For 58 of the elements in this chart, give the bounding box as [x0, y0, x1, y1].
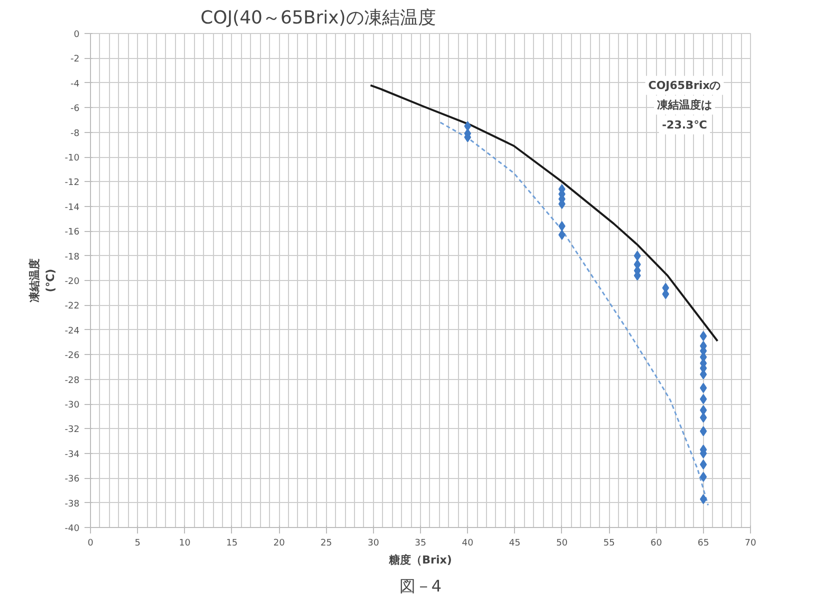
x-tick-label: 40 [462, 538, 474, 548]
y-tick-label: -32 [64, 425, 80, 436]
annotation: -23.3℃ [662, 118, 708, 132]
y-tick-label: -4 [70, 79, 80, 90]
y-tick-label: -22 [64, 302, 80, 312]
point [700, 494, 707, 504]
x-tick-label: 35 [414, 538, 426, 548]
y-tick-label: -18 [64, 252, 80, 262]
x-tick-label: 50 [556, 538, 568, 548]
point [700, 405, 707, 416]
point [662, 289, 670, 300]
x-tick-label: 65 [698, 538, 710, 548]
y-tick-label: -38 [64, 499, 80, 510]
y-tick-label: -40 [64, 524, 80, 534]
point [464, 121, 472, 132]
x-tick-label: 25 [320, 538, 332, 548]
y-tick-label: -10 [64, 154, 80, 164]
point [700, 394, 707, 404]
y-tick-label: 0 [74, 30, 80, 40]
y-tick-label: -6 [70, 104, 80, 114]
point [700, 460, 707, 470]
point [700, 412, 707, 423]
y-tick-label: -36 [64, 474, 80, 485]
x-tick-label: 0 [88, 538, 94, 548]
x-tick-label: 45 [509, 538, 521, 548]
point [558, 230, 566, 240]
x-axis-title: 糖度（Brix) [388, 554, 452, 566]
x-tick-label: 55 [603, 538, 615, 548]
point [558, 221, 566, 232]
x-tick-label: 10 [179, 538, 191, 548]
point [700, 331, 707, 342]
y-tick-label: -12 [64, 178, 80, 188]
point [700, 426, 707, 436]
y-tick-label: -34 [64, 450, 80, 460]
y-tick-label: -30 [64, 400, 80, 410]
y-tick-label: -14 [64, 202, 80, 213]
point [634, 250, 641, 261]
x-tick-label: 20 [273, 538, 286, 548]
chart-title: COJ(40～65Brix)の凍結温度 [200, 8, 436, 28]
y-tick-label: -26 [64, 351, 80, 362]
y-axis-title: 凍結温度 (℃) [28, 258, 57, 302]
y-tick-label: -24 [64, 326, 80, 336]
x-tick-label: 30 [368, 538, 380, 548]
y-tick-label: -8 [70, 128, 80, 139]
x-tick-label: 15 [226, 538, 238, 548]
x-tick-label: 5 [134, 538, 141, 548]
y-tick-label: -16 [64, 228, 80, 238]
y-tick-label: -2 [70, 54, 80, 65]
y-tick-label: -20 [64, 277, 80, 287]
x-tick-label: 60 [650, 538, 662, 548]
y-tick-label: -28 [64, 376, 80, 386]
text: 図－4 [399, 576, 442, 596]
x-tick-label: 70 [744, 538, 756, 548]
annotation: COJ65Brixの [648, 78, 721, 92]
line-series [440, 122, 709, 506]
annotation: 凍結温度は [657, 98, 712, 112]
point [700, 382, 707, 393]
point [700, 472, 707, 482]
